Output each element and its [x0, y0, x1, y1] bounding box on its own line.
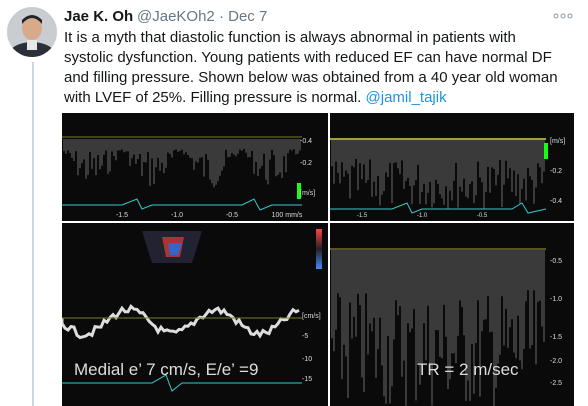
image-label: -1.5: [116, 212, 128, 219]
image-label: -2.5: [550, 380, 562, 387]
image-label: -0.5: [550, 258, 562, 265]
user-name[interactable]: Jae K. Oh: [64, 8, 134, 25]
image-label: -15: [302, 376, 312, 383]
image-label: -1.0: [417, 213, 428, 219]
tweet-line: It is a myth that diastolic function is …: [64, 29, 516, 46]
tweet-line: and filling pressure. Shown below was ob…: [64, 69, 558, 86]
handle-text: @JaeKOh2: [137, 8, 215, 25]
date: · Dec 7: [218, 8, 268, 25]
image-label: -10: [302, 356, 312, 363]
avatar[interactable]: [6, 6, 58, 58]
image-label: -1.0: [171, 212, 183, 219]
image-label: -5: [302, 333, 308, 340]
image-label: -0.5: [226, 212, 238, 219]
thread-line: [32, 62, 34, 406]
image-label: [cm/s]: [302, 313, 321, 320]
image-label: 100 mm/s: [272, 212, 303, 219]
tweet-text: with LVEF of 25%. Filling pressure is no…: [64, 89, 362, 106]
image-label: Medial e’ 7 cm/s, E/e’ =9: [74, 360, 258, 379]
image-label: -0.4: [300, 138, 312, 145]
image-label: -0.5: [477, 213, 488, 219]
image-label: -1.5: [357, 213, 368, 219]
mention[interactable]: @jamil_tajik: [365, 89, 447, 106]
image-label: -0.2: [300, 160, 312, 167]
tweet-line: with LVEF of 25%. Filling pressure is no…: [64, 89, 447, 106]
image-label: -0.4: [550, 198, 562, 205]
image-label: [m/s]: [550, 138, 565, 145]
image-label: -0.2: [550, 168, 562, 175]
image-label: TR = 2 m/sec: [417, 360, 519, 379]
more-icon[interactable]: [553, 12, 573, 20]
doppler-speckle: [63, 139, 545, 406]
handle[interactable]: @JaeKOh2 · Dec 7: [137, 8, 267, 25]
tissue-doppler-trace: [62, 304, 300, 340]
image-label: [m/s]: [300, 190, 315, 197]
tweet-line: systolic dysfunction. Young patients wit…: [64, 49, 552, 66]
image-label: -1.0: [550, 296, 562, 303]
echo-image[interactable]: -0.4 -0.2 [m/s] -1.5 -1.0 -0.5 100 mm/s [m/s] -0…: [62, 113, 574, 406]
image-label: -1.5: [550, 334, 562, 341]
image-label: -2.0: [550, 358, 562, 365]
